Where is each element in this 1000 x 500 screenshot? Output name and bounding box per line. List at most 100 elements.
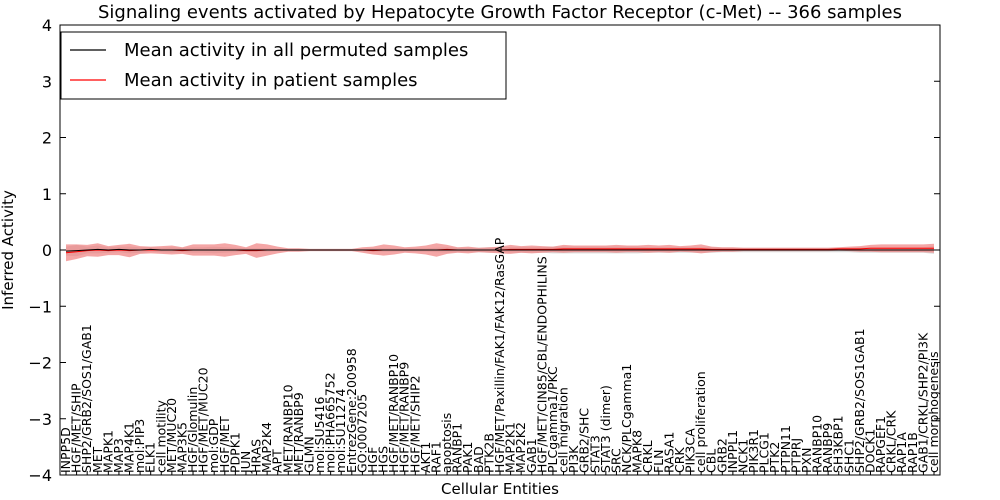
entity-label: STAT3 (dimer)	[598, 385, 613, 473]
entity-label: cell motility	[153, 399, 168, 473]
entity-label: MAPK8	[630, 430, 645, 473]
legend: Mean activity in all permuted samples Me…	[60, 31, 507, 100]
entity-label: INPP5D	[58, 427, 73, 473]
entity-label: SH3KBP1	[831, 415, 846, 473]
entity-label: CRK	[672, 447, 687, 473]
entity-label: cell morphogenesis	[926, 351, 941, 473]
entity-label: MAPK1	[100, 430, 115, 473]
entity-label: RAP1B	[905, 432, 920, 473]
entity-label: PTPN11	[778, 425, 793, 473]
entity-label: GLMN	[301, 436, 316, 473]
y-tick-label: −3	[28, 410, 52, 429]
legend-label-patient: Mean activity in patient samples	[124, 70, 418, 91]
entity-label: MAP3	[111, 438, 126, 473]
series-lines	[65, 247, 934, 254]
entity-label: APT	[270, 449, 285, 473]
entity-label: STAT3	[587, 435, 602, 473]
entity-label: GAB1/CRKL/SHP2/PI3K	[915, 332, 930, 473]
entity-label: NCK1	[735, 439, 750, 473]
y-tick-label: 2	[42, 129, 52, 148]
y-axis-ticks: −4 −3 −2 −1 0 1 2 3 4	[28, 16, 940, 485]
entity-label: AKT1	[418, 442, 433, 473]
confidence-bands	[66, 243, 934, 262]
entity-label: RAPGEF1	[873, 416, 888, 473]
entity-label: MAP3K5	[174, 422, 189, 473]
entity-label: RANBP10	[810, 415, 825, 473]
entity-label: CRKL/CRK	[884, 410, 899, 473]
entity-label: PDPK1	[227, 432, 242, 473]
entity-label: RASA1	[661, 432, 676, 473]
y-tick-label: −1	[28, 297, 52, 316]
entity-label: MAP2K1	[503, 422, 518, 473]
entity-label: JUN	[238, 451, 253, 474]
entity-label: INPPL1	[725, 430, 740, 473]
entity-label: CRKL	[640, 440, 655, 473]
permuted-mean-line	[65, 248, 934, 252]
entity-label: RANBP1	[450, 423, 465, 473]
entity-label: HGF/MET/RANBP9	[397, 362, 412, 473]
entity-label: DOCK1	[862, 429, 877, 473]
entity-label: HGS	[376, 446, 391, 473]
entity-label: HGF/MET/SHIP2	[407, 375, 422, 473]
entity-label: PTK2B	[481, 433, 496, 473]
entity-label: HGF/Glomulin	[185, 387, 200, 473]
y-tick-label: −2	[28, 354, 52, 373]
entity-label: SHP2/GRB2/SOS1/GAB1	[79, 324, 94, 473]
y-tick-label: 3	[42, 72, 52, 91]
plot-frame	[59, 24, 941, 476]
entity-label: PIK3R1	[746, 429, 761, 473]
entity-label: SHP2/GRB2/SOS1GAB1	[852, 328, 867, 473]
y-tick-label: 0	[42, 241, 52, 260]
entity-label: PLCG1	[757, 432, 772, 473]
entity-label: PXN	[799, 448, 814, 473]
entity-label: MAP4K1	[122, 422, 137, 473]
legend-label-permuted: Mean activity in all permuted samples	[124, 40, 468, 61]
entity-label: GO:0007205	[354, 394, 369, 473]
entity-label: MAP2K2	[513, 422, 528, 473]
entity-label: HGF/MET/Paxillin/FAK1/FAK12/RasGAP	[492, 237, 507, 473]
y-tick-label: 4	[42, 16, 52, 35]
entity-label: mol:SU5416	[312, 397, 327, 473]
entity-label: mol:GDP	[206, 418, 221, 473]
entity-label: cell proliferation	[693, 371, 708, 473]
entity-label: PIK3CA	[683, 428, 698, 473]
y-tick-label: −4	[28, 466, 52, 485]
entity-label: PTPRJ	[788, 438, 803, 473]
entity-label: apoptosis	[439, 413, 454, 473]
entity-label: MET/RANBP10	[280, 384, 295, 473]
entity-label: HGF/MET/SHIP	[69, 383, 84, 473]
x-axis-label: Cellular Entities	[441, 480, 559, 498]
entity-label: mol:SU11274	[333, 389, 348, 473]
entity-label: PTK2	[767, 442, 782, 473]
legend-box	[60, 31, 507, 100]
entity-label: RAF1	[428, 441, 443, 473]
entity-label: MAP2K4	[259, 422, 274, 473]
entity-label: GRB2	[714, 438, 729, 473]
y-axis-label: Inferred Activity	[0, 190, 17, 310]
entity-label: mol:PIP3	[132, 419, 147, 473]
entity-label: SHC1	[841, 439, 856, 473]
entity-label: MET/MUC20	[164, 398, 179, 473]
entity-label: cell migration	[556, 387, 571, 473]
entity-label: BAD	[471, 446, 486, 473]
entity-label: HGF/MET/CIN85/CBL/ENDOPHILINS	[534, 256, 549, 473]
entity-label: PI3K	[566, 445, 581, 473]
entity-label: mol:PHA665752	[323, 372, 338, 473]
entity-label: MET/RANBP9	[291, 392, 306, 473]
chart-title: Signaling events activated by Hepatocyte…	[98, 2, 902, 23]
entity-label: HGF/MET/RANBP10	[386, 354, 401, 473]
entity-label: HGF	[365, 447, 380, 473]
entity-label: PLCgamma1/PKC	[545, 366, 560, 473]
entity-label: EntrezGene:200958	[344, 348, 359, 473]
entity-label: GRB2/SHC	[577, 408, 592, 473]
entity-label: PAK1	[460, 442, 475, 473]
x-axis-ticks	[65, 471, 935, 475]
y-tick-label: 1	[42, 185, 52, 204]
entity-label: GAB1	[524, 438, 539, 473]
entity-label: RAP1A	[894, 432, 909, 473]
entity-label: HRAS	[249, 439, 264, 473]
entity-label: FLN	[651, 449, 666, 473]
entity-label: NCK/PLCgamma1	[619, 364, 634, 473]
